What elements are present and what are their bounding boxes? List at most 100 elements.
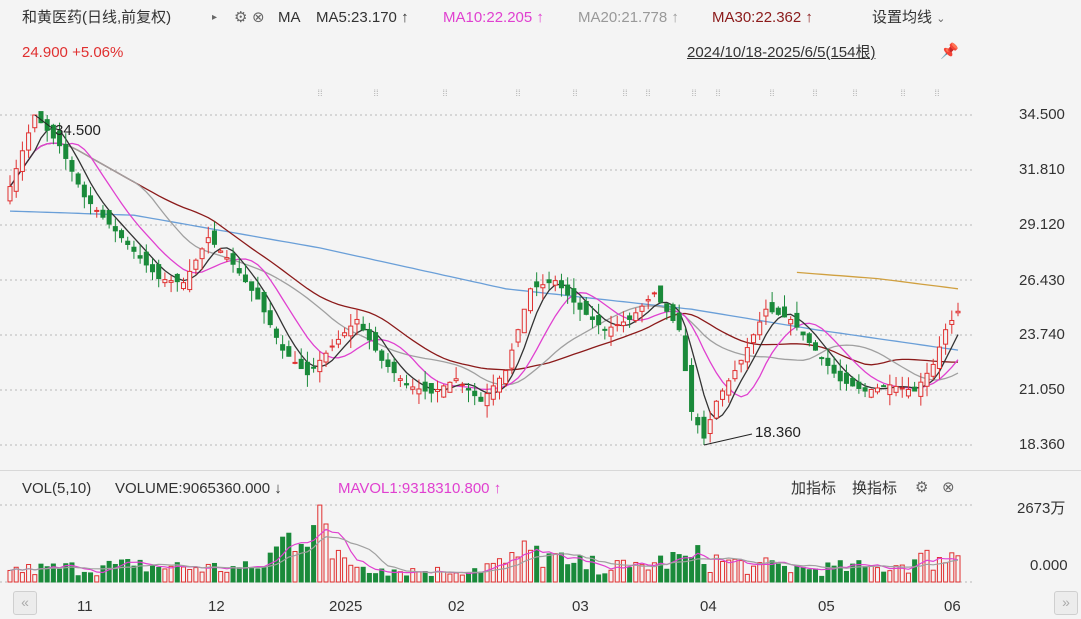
x-tick-label: 11 <box>77 598 93 615</box>
candle-body <box>701 416 707 439</box>
volume-bar <box>391 569 397 583</box>
candle-body <box>236 268 242 274</box>
candle-body <box>193 259 199 270</box>
x-tick-label: 02 <box>448 598 465 615</box>
chart-mode: (日线,前复权) <box>82 9 172 26</box>
switch-indicator-button[interactable]: 换指标 <box>852 480 898 497</box>
volume-bar <box>757 562 763 583</box>
candle-body <box>292 361 298 364</box>
candle-body <box>757 321 763 336</box>
volume-bar <box>44 566 50 583</box>
event-marker-icon: ⁞⁞ <box>645 88 650 98</box>
event-marker-icon: ⁞⁞ <box>622 88 627 98</box>
volume-bar <box>156 566 162 583</box>
volume-bar <box>899 564 905 583</box>
ma20-value: MA20:21.778 ↑ <box>578 9 679 26</box>
candle-body <box>751 334 757 344</box>
y-tick-label: 29.120 <box>1019 216 1065 233</box>
volume-bar <box>571 562 577 583</box>
volume-bar <box>868 565 874 583</box>
volume-bar <box>887 570 893 583</box>
add-indicator-button[interactable]: 加指标 <box>791 480 837 497</box>
scroll-left-button[interactable]: « <box>13 591 37 615</box>
volume-bar <box>837 560 843 583</box>
pin-icon[interactable]: 📌 <box>940 43 959 60</box>
candle-body <box>565 284 571 296</box>
candle-body <box>589 316 595 320</box>
volume-bar <box>664 568 670 583</box>
event-marker-icon: ⁞⁞ <box>373 88 378 98</box>
candle-body <box>162 279 168 284</box>
volume-bar <box>317 504 323 583</box>
x-tick-label: 12 <box>208 598 225 615</box>
triangle-right-icon[interactable]: ▸ <box>212 12 218 23</box>
volume-bar <box>168 565 174 583</box>
close-circle-icon[interactable]: ⊗ <box>942 479 955 496</box>
volume-bar <box>304 546 310 583</box>
volume-bar <box>149 564 156 583</box>
candle-body <box>781 306 788 318</box>
vol-y-tick-label: 2673万 <box>1017 500 1066 517</box>
volume-bar <box>100 565 106 583</box>
candle-body <box>645 299 651 302</box>
volume-bar <box>720 560 726 583</box>
volume-bar <box>620 559 626 583</box>
volume-bar <box>63 563 69 583</box>
gear-icon[interactable]: ⚙ <box>915 479 929 496</box>
high-annotation-arrow <box>34 114 53 129</box>
volume-bar <box>825 562 831 583</box>
volume-bar <box>936 557 942 583</box>
candle-body <box>546 279 552 284</box>
candle-body <box>912 386 918 392</box>
volume-bar <box>422 571 428 583</box>
volume-bar <box>905 572 911 583</box>
candle-body <box>955 310 961 314</box>
volume-bar <box>713 554 719 583</box>
volume-bar <box>881 571 887 583</box>
volume-bar <box>645 569 651 583</box>
volume-bar <box>57 568 63 583</box>
vol-label: VOL(5,10) <box>22 480 92 497</box>
volume-bar <box>943 562 949 583</box>
gear-icon[interactable]: ⚙ <box>234 9 248 26</box>
candle-body <box>348 325 354 337</box>
volume-bar <box>658 555 664 583</box>
settings-ma-button[interactable]: 设置均线 ⌄ <box>872 9 946 26</box>
ma5-value: MA5:23.170 ↑ <box>316 9 409 26</box>
candle-body <box>428 383 434 394</box>
candle-body <box>763 308 769 317</box>
scroll-right-button[interactable]: » <box>1054 591 1078 615</box>
volume-bar <box>94 575 100 583</box>
candle-body <box>627 315 633 320</box>
candle-body <box>119 230 125 239</box>
candle-body <box>583 300 589 315</box>
candle-body <box>298 358 304 370</box>
date-range: 2024/10/18-2025/6/5(154根) <box>687 44 876 61</box>
candle-body <box>788 318 794 325</box>
candle-body <box>552 280 558 286</box>
candle-body <box>695 417 701 426</box>
volume-bar <box>261 566 267 583</box>
low-annotation: 18.360 <box>755 424 801 441</box>
candle-body <box>137 255 143 259</box>
candle-body <box>311 366 317 369</box>
vol-y-tick-label: 0.000 <box>1030 557 1068 574</box>
volume-bar <box>515 556 521 583</box>
candle-body <box>658 285 664 303</box>
volume-bar <box>670 552 676 583</box>
volume-bar <box>19 572 25 583</box>
volume-bar <box>32 574 38 583</box>
volume-bar <box>565 564 571 583</box>
close-circle-icon[interactable]: ⊗ <box>252 9 265 26</box>
candle-body <box>280 344 286 351</box>
volume-bar <box>143 571 149 583</box>
volume-bar <box>930 569 936 583</box>
volume-bar <box>323 523 329 583</box>
candle-body <box>149 264 156 273</box>
volume-bar <box>949 552 955 583</box>
candle-body <box>949 319 955 325</box>
mavol-value: MAVOL1:9318310.800 ↑ <box>338 480 502 497</box>
event-marker-icon: ⁞⁞ <box>852 88 857 98</box>
candle-body <box>168 280 174 283</box>
